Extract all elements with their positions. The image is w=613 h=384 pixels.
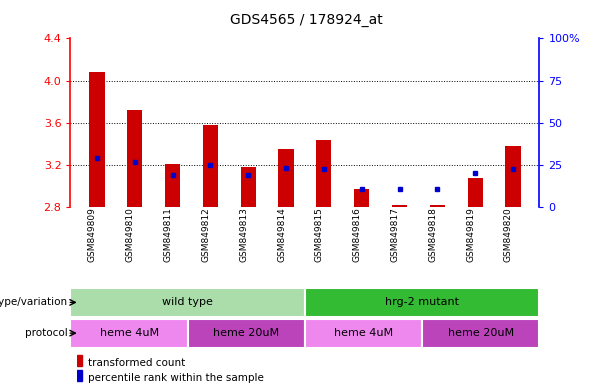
Text: GSM849819: GSM849819 xyxy=(466,207,475,262)
Bar xyxy=(468,178,482,207)
Bar xyxy=(70,319,188,348)
Bar xyxy=(392,205,407,207)
Bar xyxy=(505,146,520,207)
Text: heme 4uM: heme 4uM xyxy=(99,328,159,338)
Bar xyxy=(203,125,218,207)
Bar xyxy=(278,149,294,207)
Text: heme 4uM: heme 4uM xyxy=(334,328,393,338)
Text: GSM849811: GSM849811 xyxy=(164,207,173,262)
Bar xyxy=(354,189,369,207)
Text: GSM849814: GSM849814 xyxy=(277,207,286,262)
Bar xyxy=(89,72,105,207)
Bar xyxy=(422,319,539,348)
Bar xyxy=(77,370,82,381)
Bar xyxy=(128,110,142,207)
Text: percentile rank within the sample: percentile rank within the sample xyxy=(88,373,264,383)
Text: GSM849818: GSM849818 xyxy=(428,207,437,262)
Text: GSM849820: GSM849820 xyxy=(504,207,513,262)
Text: GSM849809: GSM849809 xyxy=(88,207,97,262)
Text: heme 20uM: heme 20uM xyxy=(213,328,280,338)
Text: wild type: wild type xyxy=(162,297,213,308)
Bar xyxy=(70,288,305,317)
Text: GSM849812: GSM849812 xyxy=(202,207,210,262)
Bar xyxy=(77,355,82,366)
Text: protocol: protocol xyxy=(25,328,67,338)
Text: hrg-2 mutant: hrg-2 mutant xyxy=(385,297,459,308)
Text: heme 20uM: heme 20uM xyxy=(447,328,514,338)
Text: GSM849815: GSM849815 xyxy=(315,207,324,262)
Text: GSM849817: GSM849817 xyxy=(390,207,400,262)
Text: genotype/variation: genotype/variation xyxy=(0,297,67,308)
Bar xyxy=(241,167,256,207)
Bar xyxy=(165,164,180,207)
Bar xyxy=(188,319,305,348)
Text: GSM849816: GSM849816 xyxy=(352,207,362,262)
Text: GSM849810: GSM849810 xyxy=(126,207,135,262)
Bar xyxy=(305,319,422,348)
Text: GDS4565 / 178924_at: GDS4565 / 178924_at xyxy=(230,13,383,27)
Text: GSM849813: GSM849813 xyxy=(239,207,248,262)
Bar xyxy=(316,140,332,207)
Bar xyxy=(305,288,539,317)
Bar xyxy=(430,205,445,207)
Text: transformed count: transformed count xyxy=(88,358,185,368)
